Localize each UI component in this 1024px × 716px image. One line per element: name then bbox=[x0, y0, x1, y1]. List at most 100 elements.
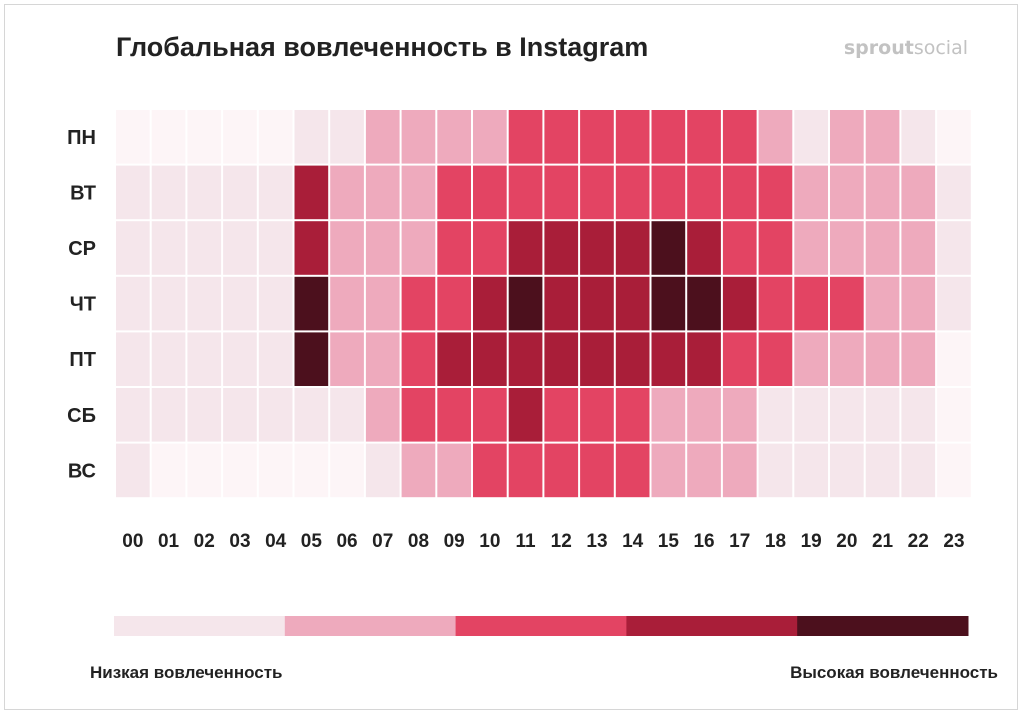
heatmap-cell bbox=[937, 332, 971, 386]
column-label: 10 bbox=[479, 531, 500, 552]
column-label: 03 bbox=[229, 531, 250, 552]
column-label: 08 bbox=[408, 531, 429, 552]
heatmap-cell bbox=[473, 388, 507, 442]
heatmap-cell bbox=[223, 332, 257, 386]
heatmap-cell bbox=[473, 443, 507, 498]
heatmap-cell bbox=[794, 388, 828, 442]
heatmap-cell bbox=[794, 332, 828, 386]
heatmap-cell bbox=[830, 332, 864, 386]
heatmap-cell bbox=[330, 165, 364, 220]
heatmap-cell bbox=[401, 443, 436, 498]
heatmap-cell bbox=[901, 276, 936, 331]
heatmap-cell bbox=[401, 221, 436, 275]
sproutsocial-logo: sproutsocial bbox=[844, 37, 968, 59]
heatmap-cell bbox=[722, 388, 757, 442]
heatmap-cell bbox=[187, 110, 222, 164]
heatmap-cell bbox=[794, 110, 828, 164]
column-label: 12 bbox=[551, 531, 572, 552]
heatmap-grid bbox=[116, 110, 971, 498]
heatmap-cell bbox=[330, 276, 364, 331]
heatmap-cell bbox=[794, 221, 828, 275]
heatmap-cell bbox=[758, 443, 793, 498]
heatmap-cell bbox=[365, 443, 400, 498]
heatmap-cell bbox=[687, 443, 721, 498]
heatmap-cell bbox=[651, 388, 686, 442]
heatmap-cell bbox=[508, 221, 543, 275]
heatmap-cell bbox=[187, 221, 222, 275]
heatmap-cell bbox=[830, 443, 864, 498]
heatmap-cell bbox=[544, 110, 579, 164]
heatmap-cell bbox=[937, 276, 971, 331]
heatmap-cell bbox=[116, 221, 150, 275]
heatmap-cell bbox=[580, 388, 614, 442]
heatmap-cell bbox=[401, 388, 436, 442]
heatmap-cell bbox=[615, 110, 650, 164]
heatmap-cell bbox=[615, 221, 650, 275]
heatmap-cell bbox=[722, 443, 757, 498]
heatmap-cell bbox=[437, 276, 471, 331]
heatmap-cell bbox=[294, 276, 329, 331]
row-label: ЧТ bbox=[70, 294, 96, 316]
heatmap-cell bbox=[580, 276, 614, 331]
heatmap-cell bbox=[330, 110, 364, 164]
legend-bar bbox=[114, 616, 969, 636]
heatmap-cell bbox=[187, 332, 222, 386]
heatmap-cell bbox=[901, 165, 936, 220]
heatmap-cell bbox=[830, 110, 864, 164]
heatmap-cell bbox=[437, 110, 471, 164]
legend-low-label: Низкая вовлеченность bbox=[90, 663, 282, 682]
heatmap-cell bbox=[223, 110, 257, 164]
heatmap-cell bbox=[365, 276, 400, 331]
heatmap-cell bbox=[937, 443, 971, 498]
row-label: СБ bbox=[67, 405, 96, 427]
heatmap-cell bbox=[865, 332, 900, 386]
heatmap-cell bbox=[223, 276, 257, 331]
legend-swatch bbox=[284, 616, 457, 636]
heatmap-cell bbox=[687, 165, 721, 220]
heatmap-cell bbox=[437, 165, 471, 220]
heatmap-cell bbox=[758, 276, 793, 331]
heatmap-cell bbox=[365, 388, 400, 442]
heatmap-cell bbox=[937, 221, 971, 275]
heatmap-cell bbox=[258, 221, 293, 275]
heatmap-cell bbox=[687, 110, 721, 164]
heatmap-cell bbox=[116, 443, 150, 498]
heatmap-cell bbox=[865, 221, 900, 275]
heatmap-cell bbox=[116, 276, 150, 331]
heatmap-cell bbox=[473, 165, 507, 220]
row-label: ВТ bbox=[70, 182, 96, 204]
heatmap-cell bbox=[437, 388, 471, 442]
heatmap-cell bbox=[258, 443, 293, 498]
heatmap-cell bbox=[651, 276, 686, 331]
legend-swatch bbox=[797, 616, 969, 636]
heatmap-cell bbox=[937, 388, 971, 442]
heatmap-cell bbox=[794, 443, 828, 498]
column-label: 16 bbox=[693, 531, 714, 552]
heatmap-cell bbox=[580, 332, 614, 386]
heatmap-cell bbox=[615, 276, 650, 331]
heatmap-cell bbox=[116, 332, 150, 386]
column-label: 11 bbox=[516, 531, 537, 552]
column-label: 19 bbox=[801, 531, 822, 552]
brand-part-social: social bbox=[914, 37, 968, 59]
column-label: 15 bbox=[658, 531, 680, 552]
heatmap-cell bbox=[544, 221, 579, 275]
heatmap-cell bbox=[294, 221, 329, 275]
column-label: 05 bbox=[301, 531, 323, 552]
heatmap-cell bbox=[758, 165, 793, 220]
heatmap-cell bbox=[330, 221, 364, 275]
heatmap-cell bbox=[294, 388, 329, 442]
brand-part-sprout: sprout bbox=[844, 37, 914, 59]
heatmap-cell bbox=[722, 165, 757, 220]
heatmap-cell bbox=[508, 388, 543, 442]
heatmap-cell bbox=[151, 110, 186, 164]
heatmap-cell bbox=[294, 165, 329, 220]
heatmap-cell bbox=[830, 388, 864, 442]
heatmap-cell bbox=[151, 165, 186, 220]
heatmap-cell bbox=[151, 276, 186, 331]
heatmap-cell bbox=[187, 276, 222, 331]
column-label: 23 bbox=[943, 531, 964, 552]
heatmap-cell bbox=[116, 110, 150, 164]
column-label: 06 bbox=[336, 531, 357, 552]
